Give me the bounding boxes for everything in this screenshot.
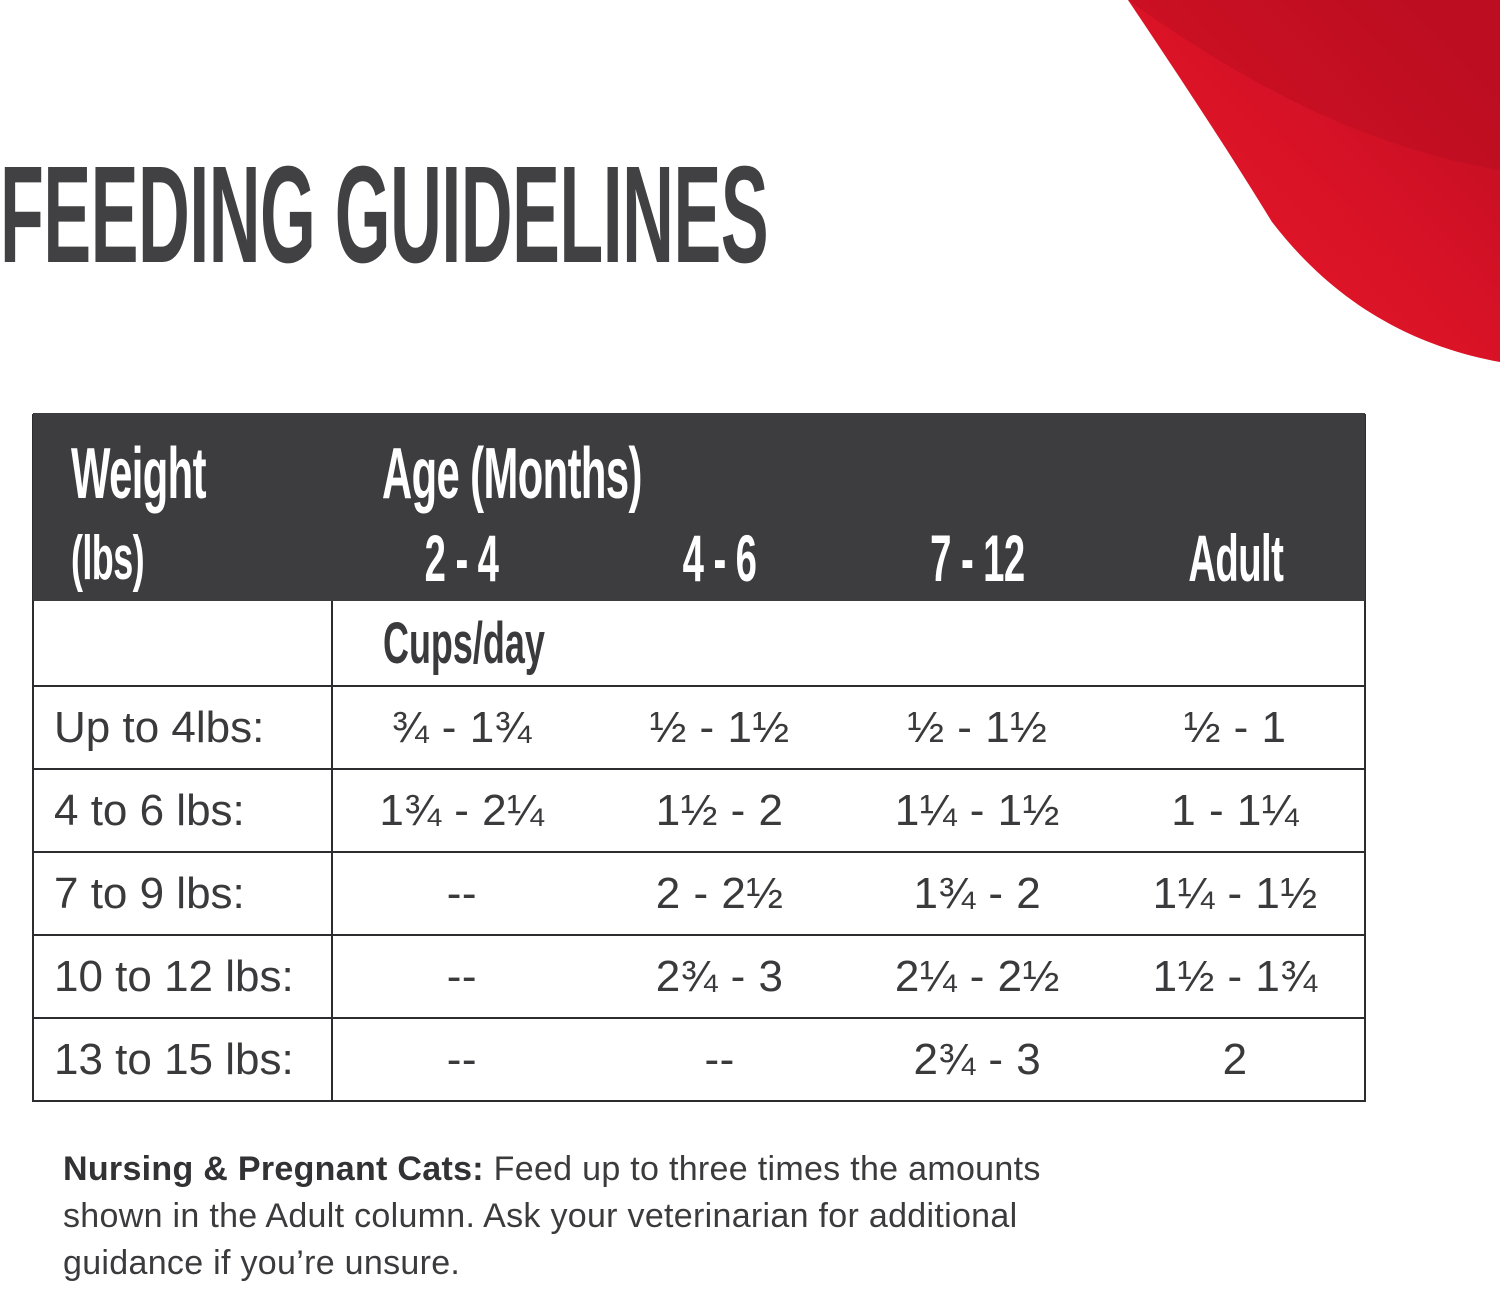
cell-value: ½ - 1½ bbox=[649, 702, 790, 752]
subheader-empty-cell bbox=[34, 601, 333, 685]
table-header: Weight Age (Months) (lbs) 2 - 4 4 - 6 7 … bbox=[33, 413, 1365, 601]
cell-value: 2¾ - 3 bbox=[655, 951, 784, 1001]
cell-value: -- bbox=[446, 951, 478, 1001]
footnote-line-1-rest: Feed up to three times the amounts bbox=[483, 1150, 1041, 1188]
header-col-7-12-label: 7 - 12 bbox=[930, 521, 1025, 595]
header-col-4-6: 4 - 6 bbox=[590, 515, 848, 601]
cell-value: 1½ - 1¾ bbox=[1152, 951, 1318, 1001]
header-col-adult: Adult bbox=[1107, 515, 1365, 601]
header-lbs-label: (lbs) bbox=[71, 523, 145, 593]
header-col-2-4-label: 2 - 4 bbox=[424, 521, 498, 595]
row-label: 7 to 9 lbs: bbox=[34, 853, 333, 934]
cell-value: -- bbox=[446, 1034, 478, 1084]
cell-value: 2¾ - 3 bbox=[913, 1034, 1042, 1084]
cell-value: -- bbox=[446, 868, 478, 918]
footnote-line-2: shown in the Adult column. Ask your vete… bbox=[63, 1197, 1018, 1235]
footnote-bold-lead: Nursing & Pregnant Cats: bbox=[63, 1150, 484, 1188]
footnote-line-3: guidance if you’re unsure. bbox=[63, 1244, 461, 1282]
page-title: FEEDING GUIDELINES bbox=[0, 146, 1477, 284]
cell-value: ¾ - 1¾ bbox=[391, 702, 532, 752]
cell-value: 1¾ - 2¼ bbox=[379, 785, 545, 835]
cell-value: -- bbox=[704, 1034, 735, 1084]
table-row: 13 to 15 lbs: -- -- 2¾ - 3 2 bbox=[34, 1017, 1364, 1100]
header-col-adult-label: Adult bbox=[1188, 521, 1284, 595]
row-label: Up to 4lbs: bbox=[34, 687, 333, 768]
header-col-7-12: 7 - 12 bbox=[849, 515, 1107, 601]
cell-value: ½ - 1 bbox=[1183, 702, 1287, 752]
header-weight-cell: Weight bbox=[33, 413, 332, 515]
cell-value: 1½ - 2 bbox=[655, 785, 784, 835]
row-label: 4 to 6 lbs: bbox=[34, 770, 333, 851]
header-age-months-label: Age (Months) bbox=[382, 434, 642, 514]
footnote-line-1: Nursing & Pregnant Cats: Feed up to thre… bbox=[63, 1146, 1403, 1193]
cell-value: 2 - 2½ bbox=[655, 868, 784, 918]
subheader-row: Cups/day bbox=[34, 601, 1364, 685]
header-lbs-cell: (lbs) bbox=[33, 515, 332, 601]
header-col-2-4: 2 - 4 bbox=[332, 515, 590, 601]
header-age-months-cell: Age (Months) bbox=[332, 413, 1365, 515]
cell-value: 1¼ - 1½ bbox=[1152, 868, 1318, 918]
table-row: 10 to 12 lbs: -- 2¾ - 3 2¼ - 2½ 1½ - 1¾ bbox=[34, 934, 1364, 1017]
cell-value: 2 bbox=[1222, 1034, 1248, 1084]
cell-value: 1 - 1¼ bbox=[1171, 785, 1299, 835]
swoosh-dark-overlay bbox=[1128, 0, 1500, 170]
cell-value: 2¼ - 2½ bbox=[894, 951, 1060, 1001]
cell-value: 1¼ - 1½ bbox=[894, 785, 1060, 835]
cups-per-day-cell: Cups/day bbox=[333, 601, 1364, 685]
row-label: 10 to 12 lbs: bbox=[34, 936, 333, 1017]
table-row: 7 to 9 lbs: -- 2 - 2½ 1¾ - 2 1¼ - 1½ bbox=[34, 851, 1364, 934]
header-weight-label: Weight bbox=[71, 434, 207, 514]
feeding-guidelines-table: Weight Age (Months) (lbs) 2 - 4 4 - 6 7 … bbox=[32, 413, 1366, 1102]
cell-value: ½ - 1½ bbox=[907, 702, 1048, 752]
cell-value: 1¾ - 2 bbox=[913, 868, 1042, 918]
table-row: 4 to 6 lbs: 1¾ - 2¼ 1½ - 2 1¼ - 1½ 1 - 1… bbox=[34, 768, 1364, 851]
page-title-text: FEEDING GUIDELINES bbox=[0, 138, 769, 292]
cups-per-day-label: Cups/day bbox=[383, 610, 545, 676]
table-row: Up to 4lbs: ¾ - 1¾ ½ - 1½ ½ - 1½ ½ - 1 bbox=[34, 685, 1364, 768]
header-col-4-6-label: 4 - 6 bbox=[682, 521, 757, 595]
footnote: Nursing & Pregnant Cats: Feed up to thre… bbox=[63, 1146, 1403, 1287]
row-label: 13 to 15 lbs: bbox=[34, 1019, 333, 1100]
